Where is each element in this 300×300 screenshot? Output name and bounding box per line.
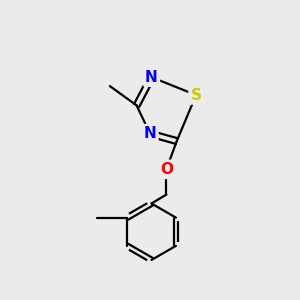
Text: O: O	[160, 162, 173, 177]
Text: S: S	[190, 88, 202, 103]
Text: N: N	[144, 126, 156, 141]
Text: N: N	[145, 70, 158, 85]
